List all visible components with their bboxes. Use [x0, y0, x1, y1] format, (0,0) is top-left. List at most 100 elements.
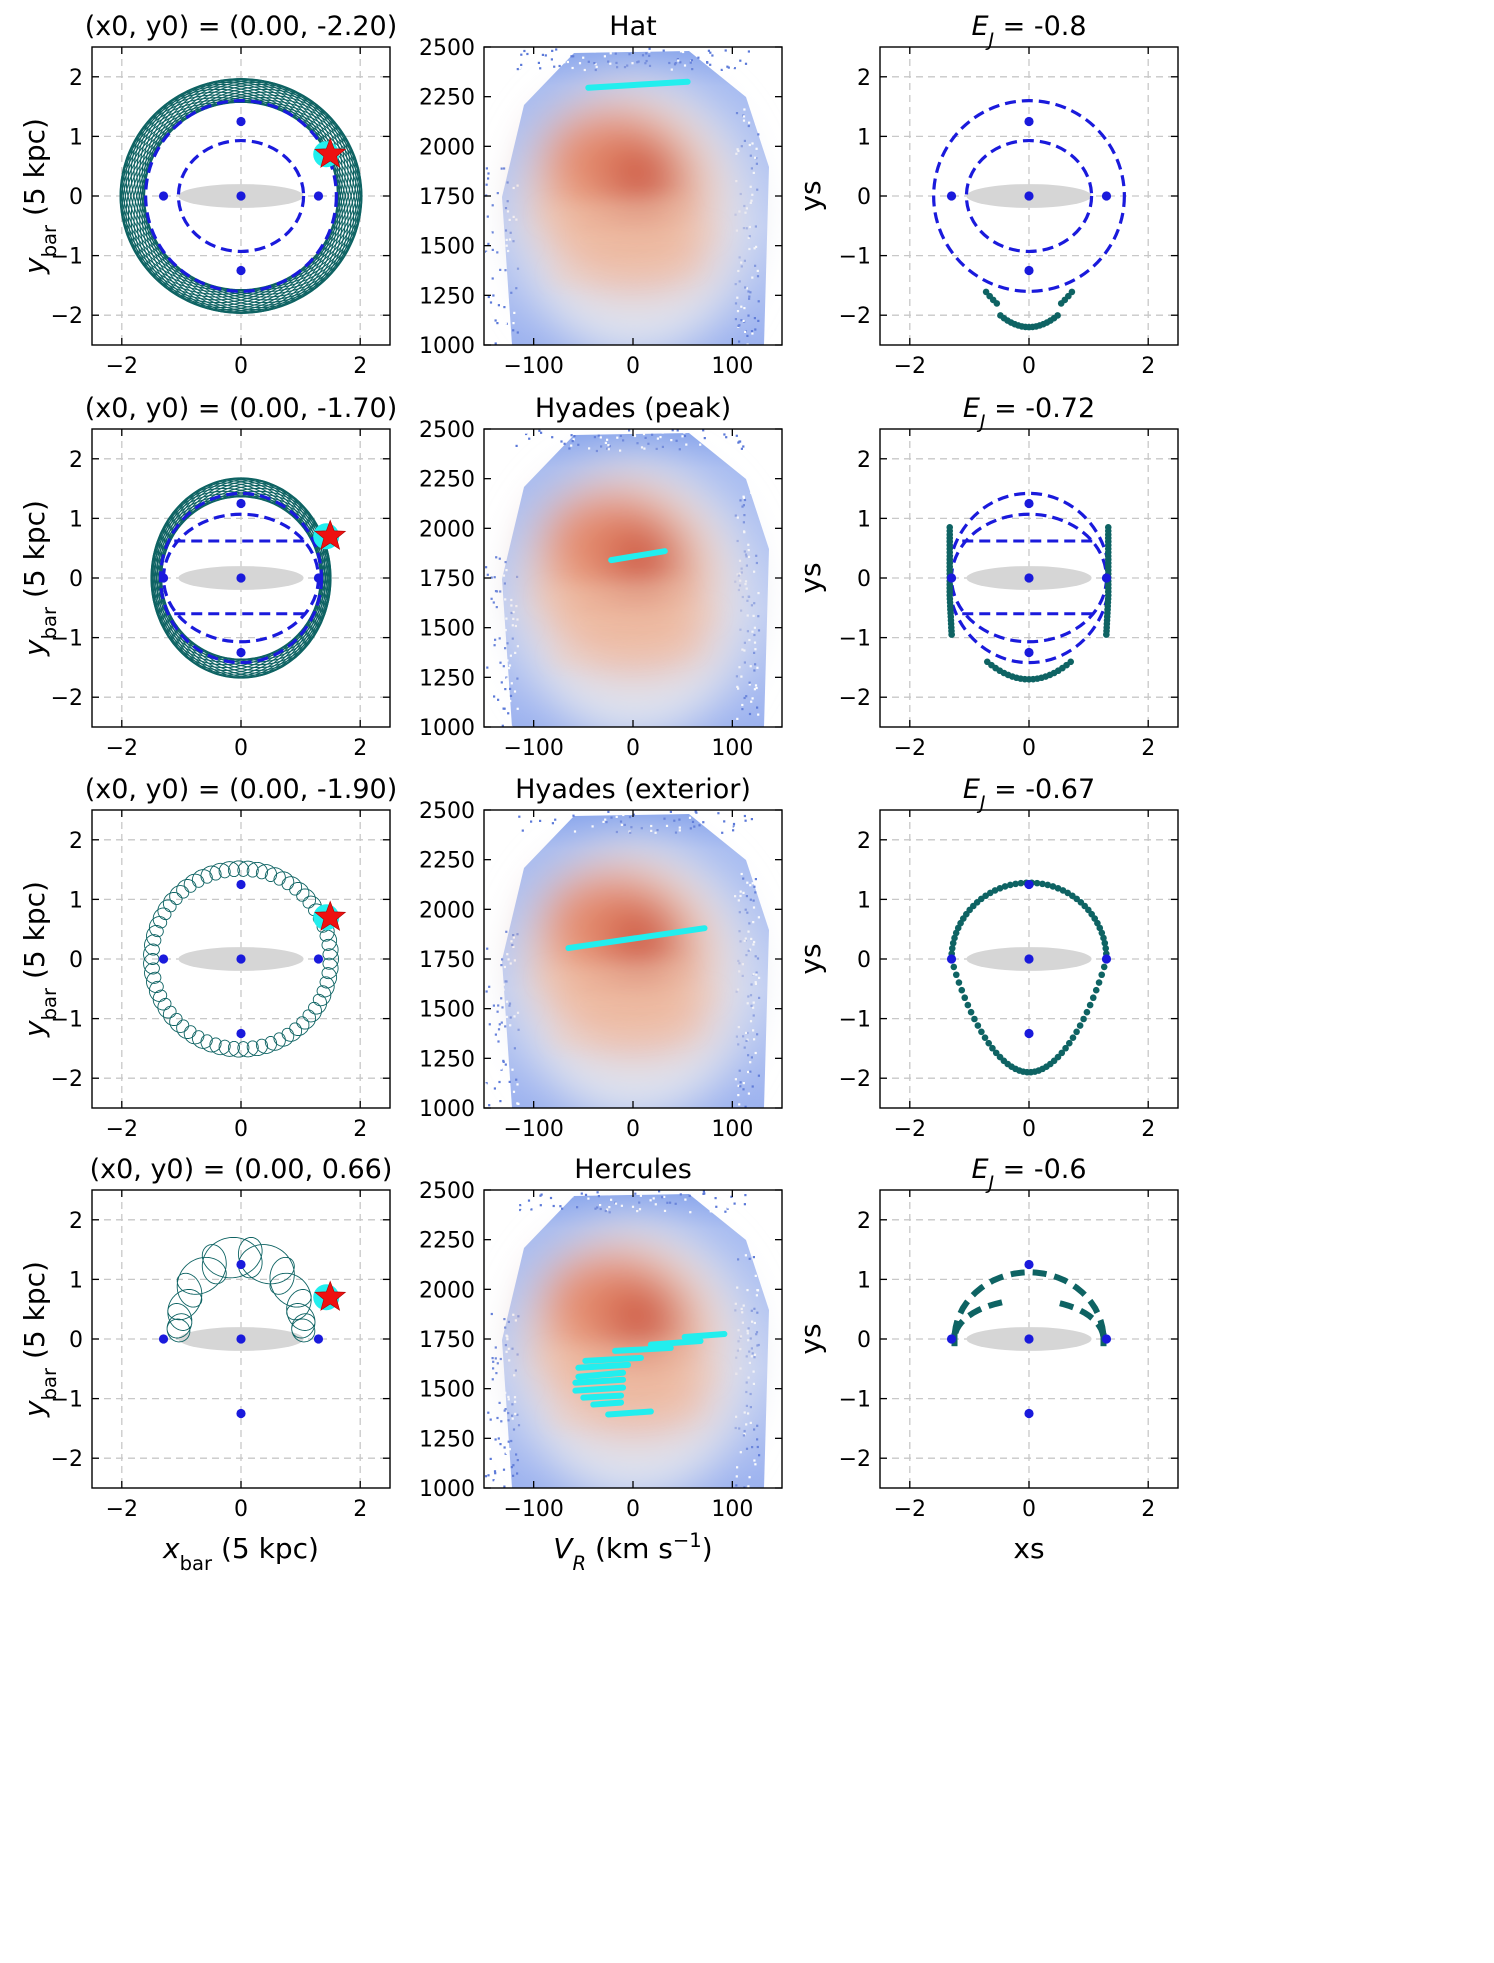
speckle [525, 435, 529, 438]
x-tick-label: 0 [1022, 736, 1036, 761]
speckle [755, 561, 758, 565]
speckle [730, 1195, 733, 1198]
speckle [668, 61, 671, 65]
speckle [541, 53, 544, 56]
ridge [563, 228, 715, 248]
speckle [754, 1051, 757, 1055]
speckle [739, 499, 742, 502]
speckle [734, 895, 737, 898]
speckle [502, 276, 505, 279]
cyan-segment [582, 1354, 644, 1364]
y-tick-label: 1 [69, 888, 83, 913]
speckle [487, 1474, 490, 1477]
y-tick-label: 1750 [419, 185, 475, 210]
speckle [499, 587, 502, 590]
speckle [496, 1010, 499, 1013]
speckle [756, 957, 760, 960]
speckle [505, 1015, 508, 1018]
ridge [563, 610, 715, 630]
section-panel: −2 0 2 −2 −1 0 1 2 EJ = -0.6 ys xs [794, 1154, 1179, 1565]
speckle [707, 49, 710, 52]
speckle [738, 280, 741, 283]
speckle [737, 1094, 740, 1097]
speckle [593, 436, 596, 439]
speckle [742, 1082, 745, 1085]
section-point [1100, 963, 1108, 971]
speckle [495, 606, 498, 609]
speckle [752, 906, 756, 909]
speckle [539, 819, 542, 822]
speckle [531, 51, 534, 54]
speckle [511, 1347, 514, 1350]
speckle [512, 945, 515, 948]
section-panel: −2 0 2 −2 −1 0 1 2 EJ = -0.67 ys [794, 774, 1179, 1142]
section-point [952, 929, 960, 937]
section-point [993, 300, 1001, 307]
speckle [577, 443, 580, 446]
speckle [754, 328, 757, 331]
speckle [505, 1452, 508, 1455]
speckle [743, 498, 747, 502]
y-tick-label: −1 [51, 245, 83, 270]
y-tick-label: −1 [839, 1008, 871, 1033]
y-tick-label: 1500 [419, 617, 475, 642]
speckle [757, 713, 760, 716]
section-point [964, 1001, 972, 1009]
speckle [643, 47, 646, 50]
speckle [755, 971, 758, 974]
speckle [674, 831, 678, 834]
y-tick-label: 1 [857, 1268, 871, 1293]
speckle [756, 275, 760, 278]
speckle [709, 51, 712, 54]
y-tick-label: −1 [51, 627, 83, 652]
speckle [512, 329, 515, 332]
orbit-trace [119, 101, 363, 291]
speckle [492, 1360, 495, 1363]
speckle [645, 59, 648, 63]
speckle [514, 1369, 517, 1372]
speckle [508, 1002, 512, 1005]
y-axis-label-part: bar [38, 1367, 61, 1400]
speckle [493, 644, 496, 647]
speckle [678, 818, 681, 821]
speckle [643, 447, 646, 450]
speckle [540, 431, 543, 434]
speckle [751, 1352, 754, 1355]
speckle [494, 276, 497, 279]
section-point [1049, 883, 1057, 890]
speckle [640, 446, 644, 449]
speckle [506, 953, 509, 956]
speckle [487, 607, 490, 610]
speckle [747, 543, 750, 546]
lagrange-point [236, 879, 246, 890]
speckle [525, 432, 528, 436]
speckle [756, 1033, 759, 1036]
speckle [521, 1203, 524, 1206]
speckle [571, 440, 574, 443]
section-point [949, 939, 957, 947]
speckle [578, 62, 582, 65]
x-tick-label: −2 [106, 1497, 138, 1522]
speckle [515, 1078, 518, 1081]
dashed-curve [932, 99, 1126, 293]
speckle [509, 1016, 512, 1019]
speckle [597, 434, 600, 437]
panel-title: (x0, y0) = (0.00, -1.90) [85, 774, 398, 805]
lagrange-point [946, 1334, 957, 1344]
panel-title: (x0, y0) = (0.00, -1.70) [85, 393, 398, 424]
section-point [1001, 883, 1009, 890]
speckle [749, 1421, 752, 1424]
speckle [510, 291, 513, 294]
speckle [600, 445, 603, 448]
y-tick-label: −1 [839, 627, 871, 652]
speckle [498, 1023, 501, 1026]
y-tick-label: −2 [839, 686, 871, 711]
speckle [504, 598, 507, 601]
speckle [752, 1256, 755, 1259]
speckle [722, 68, 725, 71]
speckle [634, 1192, 637, 1195]
speckle [741, 708, 744, 711]
speckle [588, 447, 591, 450]
section-point [1098, 929, 1106, 937]
speckle [514, 624, 517, 628]
